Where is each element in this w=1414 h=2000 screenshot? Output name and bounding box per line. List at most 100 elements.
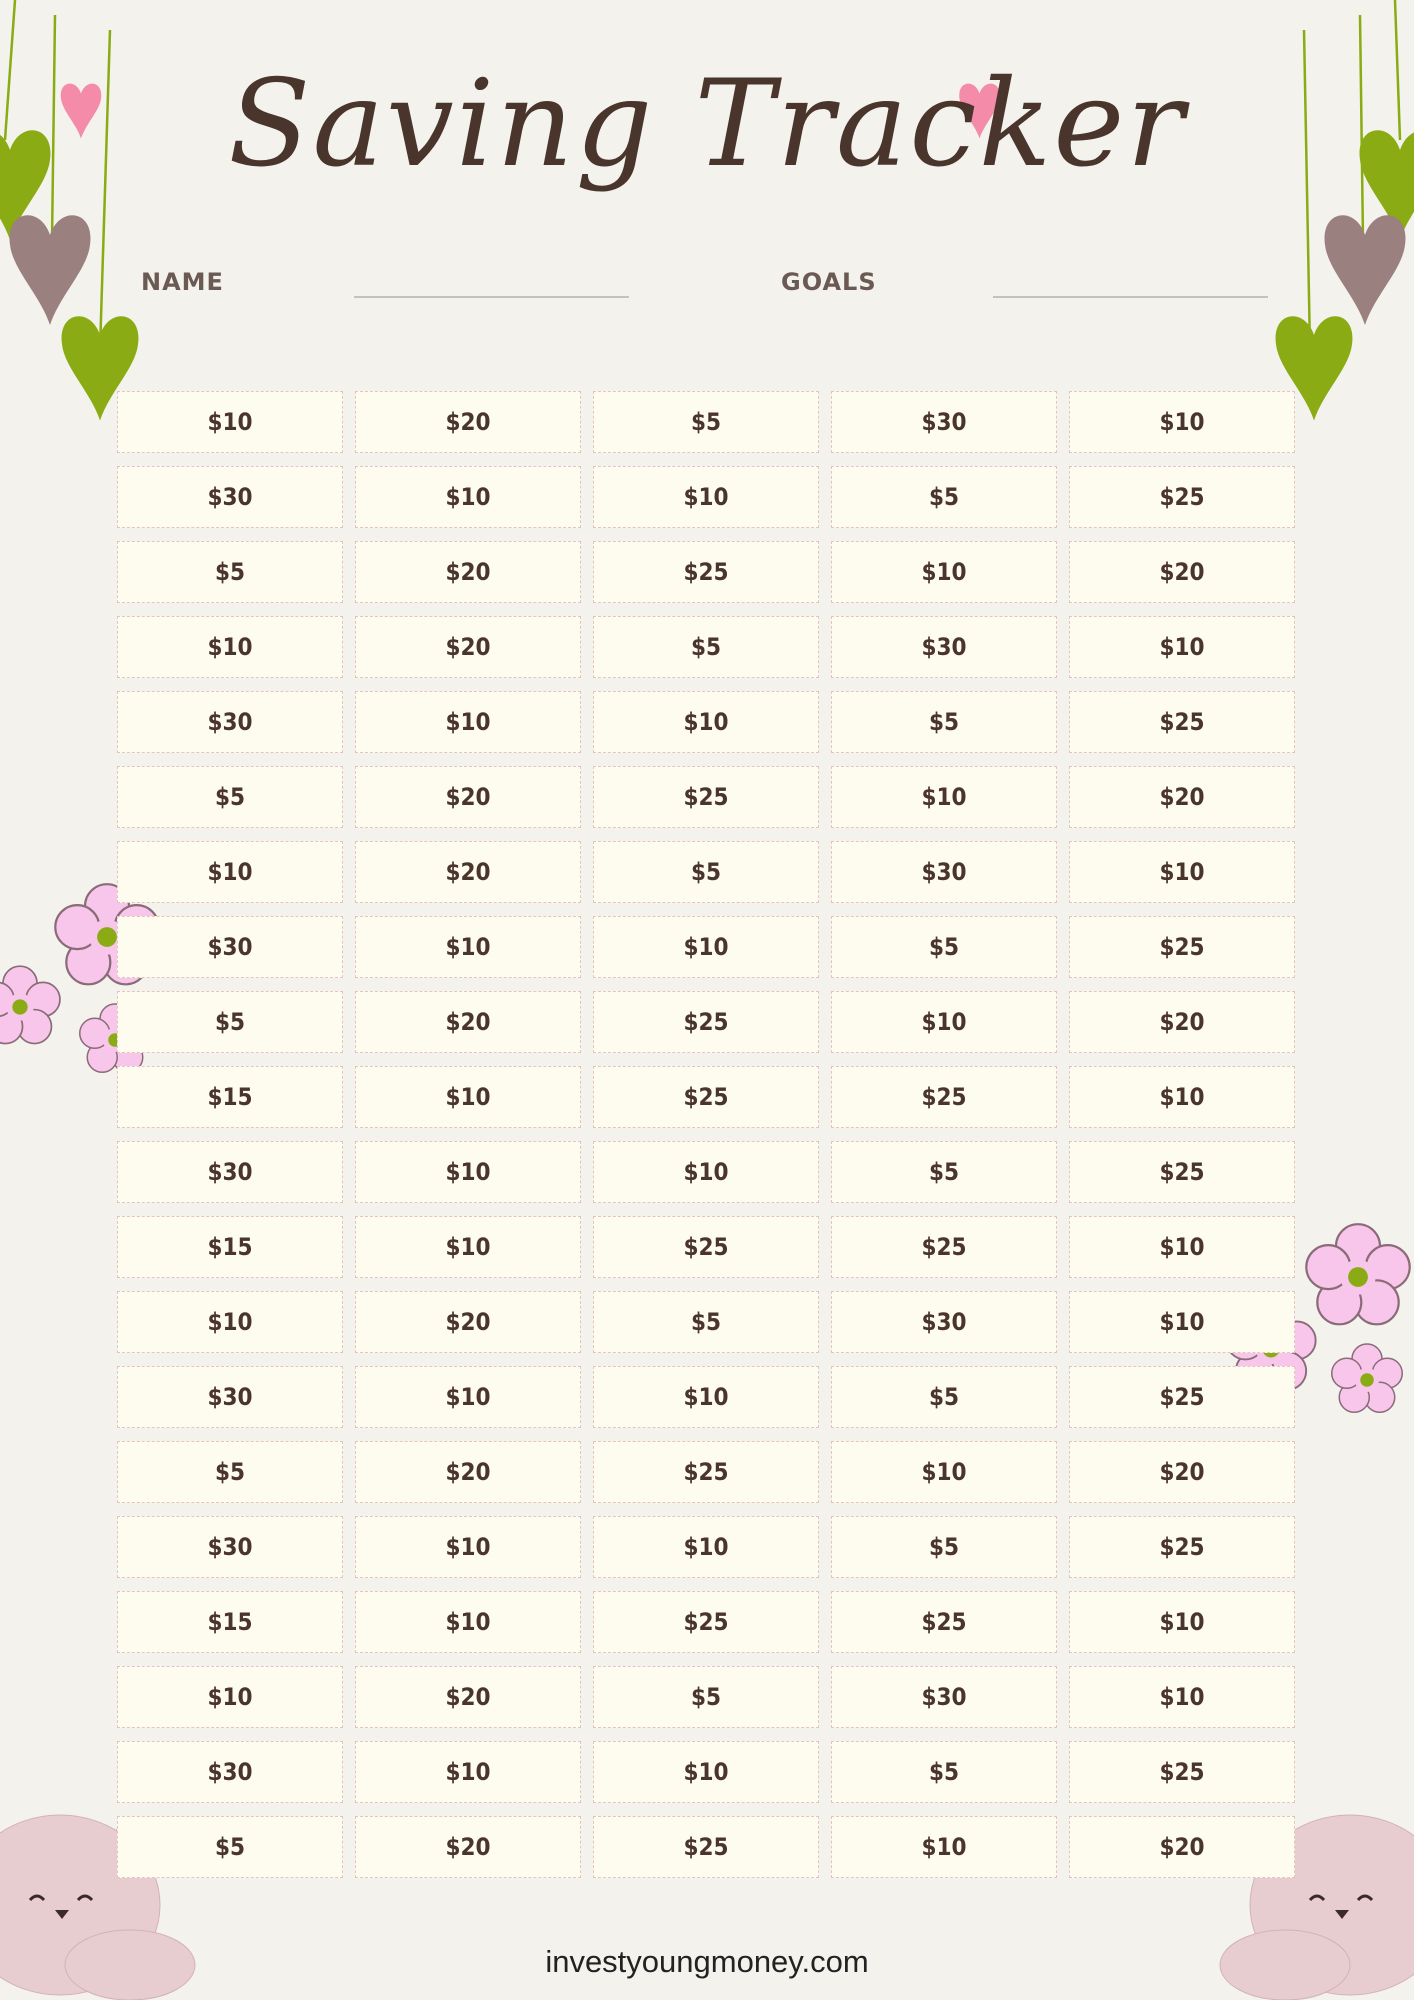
saving-cell[interactable]: $30 [117, 1741, 343, 1803]
saving-cell[interactable]: $25 [1069, 1741, 1295, 1803]
saving-cell[interactable]: $30 [117, 916, 343, 978]
saving-cell[interactable]: $30 [117, 1141, 343, 1203]
saving-cell[interactable]: $30 [831, 391, 1057, 453]
saving-cell[interactable]: $25 [831, 1216, 1057, 1278]
saving-cell[interactable]: $5 [117, 1441, 343, 1503]
saving-cell[interactable]: $20 [355, 1291, 581, 1353]
saving-cell[interactable]: $10 [831, 1816, 1057, 1878]
saving-cell[interactable]: $5 [117, 991, 343, 1053]
saving-cell[interactable]: $10 [831, 991, 1057, 1053]
saving-cell[interactable]: $20 [355, 541, 581, 603]
saving-cell[interactable]: $5 [831, 1141, 1057, 1203]
saving-cell[interactable]: $25 [593, 1816, 819, 1878]
saving-cell[interactable]: $5 [117, 766, 343, 828]
saving-cell[interactable]: $10 [355, 1366, 581, 1428]
saving-cell[interactable]: $5 [593, 391, 819, 453]
saving-cell[interactable]: $10 [593, 1741, 819, 1803]
saving-cell[interactable]: $20 [1069, 541, 1295, 603]
saving-cell[interactable]: $10 [1069, 1291, 1295, 1353]
saving-cell[interactable]: $10 [355, 1516, 581, 1578]
saving-cell[interactable]: $25 [593, 1066, 819, 1128]
saving-cell[interactable]: $25 [831, 1591, 1057, 1653]
saving-cell[interactable]: $10 [117, 841, 343, 903]
saving-cell[interactable]: $10 [1069, 1066, 1295, 1128]
saving-cell[interactable]: $20 [1069, 1816, 1295, 1878]
saving-cell[interactable]: $30 [117, 1366, 343, 1428]
saving-cell[interactable]: $10 [1069, 1216, 1295, 1278]
saving-cell[interactable]: $30 [117, 1516, 343, 1578]
saving-cell[interactable]: $10 [117, 616, 343, 678]
saving-cell[interactable]: $10 [593, 1141, 819, 1203]
saving-cell[interactable]: $25 [593, 1441, 819, 1503]
saving-cell[interactable]: $10 [355, 1066, 581, 1128]
saving-cell[interactable]: $15 [117, 1066, 343, 1128]
saving-cell[interactable]: $30 [831, 1666, 1057, 1728]
saving-cell[interactable]: $5 [831, 466, 1057, 528]
saving-cell[interactable]: $10 [355, 916, 581, 978]
saving-cell[interactable]: $10 [117, 1291, 343, 1353]
saving-cell[interactable]: $25 [1069, 466, 1295, 528]
saving-cell[interactable]: $10 [355, 1216, 581, 1278]
saving-cell[interactable]: $5 [831, 1366, 1057, 1428]
saving-cell[interactable]: $25 [593, 991, 819, 1053]
saving-cell[interactable]: $30 [831, 1291, 1057, 1353]
saving-cell[interactable]: $20 [355, 841, 581, 903]
saving-cell[interactable]: $10 [1069, 841, 1295, 903]
saving-cell[interactable]: $25 [593, 1591, 819, 1653]
saving-cell[interactable]: $25 [1069, 1366, 1295, 1428]
saving-cell[interactable]: $30 [117, 691, 343, 753]
saving-cell[interactable]: $10 [117, 1666, 343, 1728]
saving-cell[interactable]: $10 [831, 766, 1057, 828]
saving-cell[interactable]: $25 [1069, 916, 1295, 978]
saving-cell[interactable]: $20 [355, 1441, 581, 1503]
saving-cell[interactable]: $10 [831, 541, 1057, 603]
saving-cell[interactable]: $5 [593, 1291, 819, 1353]
saving-cell[interactable]: $5 [831, 691, 1057, 753]
saving-cell[interactable]: $20 [1069, 1441, 1295, 1503]
saving-cell[interactable]: $10 [1069, 1591, 1295, 1653]
saving-cell[interactable]: $30 [831, 841, 1057, 903]
saving-cell[interactable]: $30 [831, 616, 1057, 678]
saving-cell[interactable]: $10 [593, 1366, 819, 1428]
saving-cell[interactable]: $10 [593, 1516, 819, 1578]
saving-cell[interactable]: $25 [1069, 1141, 1295, 1203]
saving-cell[interactable]: $10 [1069, 616, 1295, 678]
saving-cell[interactable]: $15 [117, 1591, 343, 1653]
saving-cell[interactable]: $10 [593, 691, 819, 753]
saving-cell[interactable]: $25 [593, 1216, 819, 1278]
saving-cell[interactable]: $20 [355, 1816, 581, 1878]
saving-cell[interactable]: $5 [117, 541, 343, 603]
saving-cell[interactable]: $10 [1069, 391, 1295, 453]
saving-cell[interactable]: $10 [1069, 1666, 1295, 1728]
saving-cell[interactable]: $25 [831, 1066, 1057, 1128]
saving-cell[interactable]: $5 [831, 1516, 1057, 1578]
saving-cell[interactable]: $10 [117, 391, 343, 453]
saving-cell[interactable]: $20 [355, 391, 581, 453]
saving-cell[interactable]: $5 [117, 1816, 343, 1878]
name-field[interactable] [354, 296, 629, 298]
saving-cell[interactable]: $20 [355, 1666, 581, 1728]
saving-cell[interactable]: $10 [593, 466, 819, 528]
saving-cell[interactable]: $20 [355, 616, 581, 678]
saving-cell[interactable]: $10 [593, 916, 819, 978]
saving-cell[interactable]: $20 [355, 991, 581, 1053]
saving-cell[interactable]: $10 [355, 466, 581, 528]
saving-cell[interactable]: $15 [117, 1216, 343, 1278]
saving-cell[interactable]: $10 [355, 691, 581, 753]
saving-cell[interactable]: $10 [355, 1141, 581, 1203]
saving-cell[interactable]: $20 [1069, 991, 1295, 1053]
saving-cell[interactable]: $10 [355, 1741, 581, 1803]
saving-cell[interactable]: $10 [831, 1441, 1057, 1503]
saving-cell[interactable]: $20 [1069, 766, 1295, 828]
saving-cell[interactable]: $25 [1069, 1516, 1295, 1578]
goals-field[interactable] [993, 296, 1268, 298]
saving-cell[interactable]: $30 [117, 466, 343, 528]
saving-cell[interactable]: $5 [593, 616, 819, 678]
saving-cell[interactable]: $5 [593, 841, 819, 903]
saving-cell[interactable]: $5 [831, 916, 1057, 978]
saving-cell[interactable]: $5 [831, 1741, 1057, 1803]
saving-cell[interactable]: $25 [1069, 691, 1295, 753]
saving-cell[interactable]: $25 [593, 541, 819, 603]
saving-cell[interactable]: $5 [593, 1666, 819, 1728]
saving-cell[interactable]: $20 [355, 766, 581, 828]
